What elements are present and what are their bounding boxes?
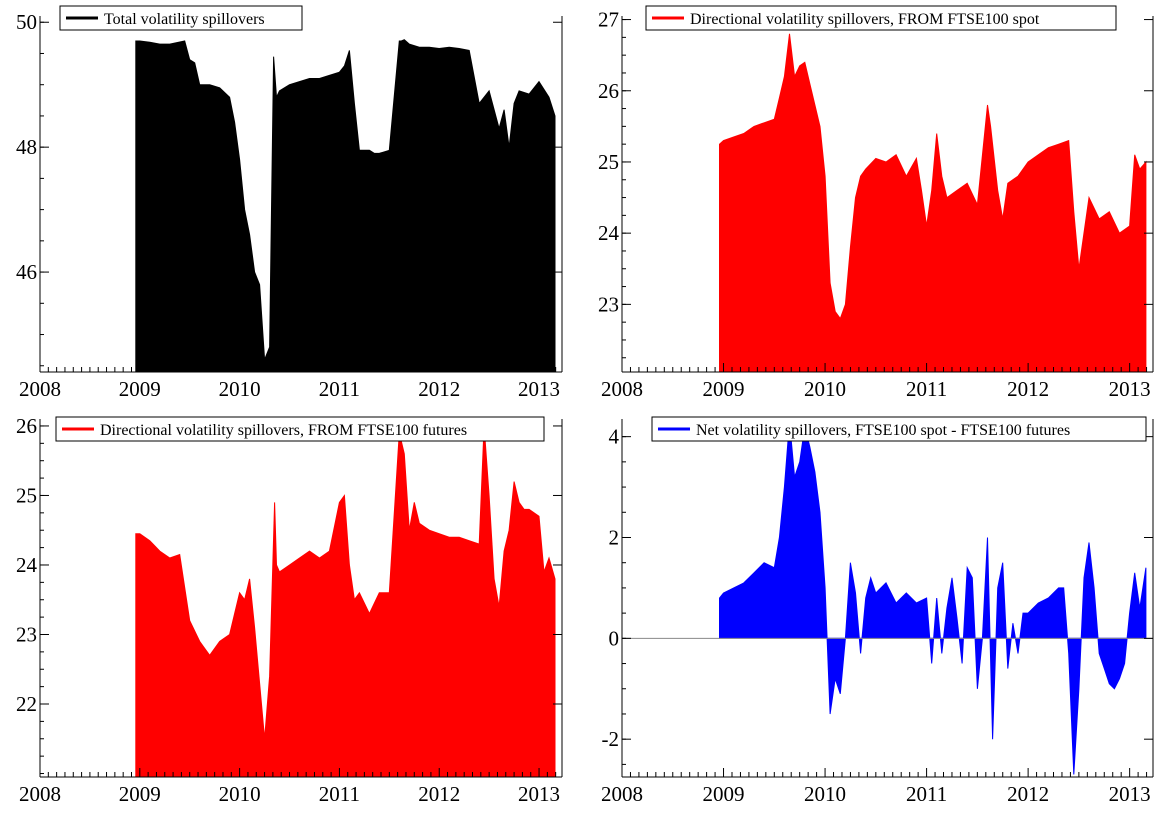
series-area (135, 39, 556, 372)
x-tick-label: 2010 (219, 377, 261, 401)
y-tick-label: 46 (16, 260, 37, 284)
legend-label: Net volatility spillovers, FTSE100 spot … (696, 422, 1070, 439)
x-tick-label: 2008 (601, 782, 643, 806)
x-tick-label: 2013 (518, 377, 560, 401)
series-area (719, 421, 1147, 775)
y-tick-label: 24 (598, 221, 620, 245)
x-tick-label: 2013 (1109, 782, 1151, 806)
legend-label: Directional volatility spillovers, FROM … (690, 11, 1040, 28)
y-tick-label: 0 (609, 626, 620, 650)
legend-box (55, 416, 545, 442)
x-tick-label: 2013 (1109, 377, 1151, 401)
x-tick-label: 2011 (319, 782, 360, 806)
legend-box (651, 416, 1147, 442)
x-tick-label: 2012 (1007, 377, 1049, 401)
y-tick-label: 4 (609, 425, 620, 449)
x-tick-label: 2010 (219, 782, 261, 806)
chart-total-volatility-spillovers: 2008 2009 2010 2011 2012 2013 46 48 50 Total vola… (16, 5, 563, 401)
series-area (135, 425, 556, 777)
y-tick-label: 26 (598, 79, 619, 103)
x-tick-label: 2012 (418, 782, 460, 806)
x-tick-label: 2011 (319, 377, 360, 401)
y-tick-label: 24 (16, 553, 38, 577)
x-tick-label: 2009 (703, 782, 745, 806)
y-tick-label: 23 (16, 622, 37, 646)
y-tick-label: 23 (598, 292, 619, 316)
legend-box (59, 5, 303, 31)
y-tick-label: 25 (16, 483, 37, 507)
x-tick-label: 2009 (119, 377, 161, 401)
y-tick-label: 26 (16, 414, 37, 438)
series-area (719, 33, 1147, 372)
x-tick-label: 2009 (703, 377, 745, 401)
y-tick-label: 2 (609, 525, 620, 549)
x-tick-label: 2008 (601, 377, 643, 401)
x-tick-label: 2011 (906, 782, 947, 806)
x-tick-label: 2012 (1007, 782, 1049, 806)
x-tick-label: 2009 (119, 782, 161, 806)
y-tick-label: 48 (16, 135, 37, 159)
x-tick-label: 2008 (19, 782, 61, 806)
y-tick-label: 27 (598, 8, 619, 32)
x-tick-label: 2008 (19, 377, 61, 401)
y-tick-label: 50 (16, 10, 37, 34)
x-tick-label: 2012 (418, 377, 460, 401)
legend-box (645, 5, 1117, 31)
y-tick-label: 22 (16, 692, 37, 716)
y-tick-label: 25 (598, 150, 619, 174)
x-tick-label: 2011 (906, 377, 947, 401)
x-tick-label: 2013 (518, 782, 560, 806)
chart-net-volatility-spillovers: 2008 2009 2010 2011 2012 2013 -2 0 2 4 Net volatil… (601, 416, 1154, 806)
chart-from-ftse100-futures: 2008 2009 2010 2011 2012 2013 22 23 24 25 26 Direct… (16, 414, 563, 806)
y-tick-label: -2 (602, 727, 620, 751)
chart-from-ftse100-spot: 2008 2009 2010 2011 2012 2013 23 24 25 26 27 Direct… (598, 5, 1154, 401)
x-tick-label: 2010 (804, 782, 846, 806)
x-tick-label: 2010 (804, 377, 846, 401)
legend-label: Directional volatility spillovers, FROM … (100, 422, 467, 439)
legend-label: Total volatility spillovers (104, 11, 265, 28)
